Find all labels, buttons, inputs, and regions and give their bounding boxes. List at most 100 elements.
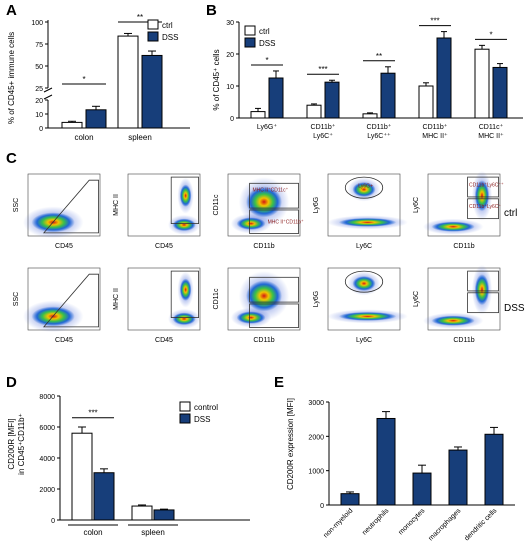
b-y-tick-label: 20	[226, 52, 234, 59]
b-bar	[492, 66, 508, 119]
b-x-tick-label: Ly6C⁺	[313, 132, 333, 140]
flow-density-hotspot	[431, 221, 475, 232]
d-legend-swatch	[179, 401, 191, 412]
flow-y-label: Ly6G	[313, 197, 320, 213]
e-y-tick-label: 1000	[308, 469, 324, 476]
b-bar	[324, 81, 340, 119]
b-y-tick-label: 10	[226, 84, 234, 91]
b-x-tick-label: Ly6C⁺⁺	[367, 132, 391, 140]
a-y-tick-label: 0	[39, 126, 43, 133]
flow-gate	[344, 176, 384, 199]
flow-density-hotspot	[474, 180, 490, 212]
panel-letter-b: B	[206, 2, 217, 19]
b-x-tick-label: CD11b⁺	[311, 123, 336, 131]
b-bar	[418, 85, 434, 119]
panel-letter-e: E	[274, 374, 285, 391]
b-significance-label: *	[489, 30, 492, 39]
b-significance-label: ***	[430, 17, 439, 26]
flow-density-hotspot	[352, 182, 376, 197]
d-x-tick-label: spleen	[141, 528, 165, 537]
flow-gate	[467, 198, 499, 220]
flow-gate	[249, 303, 299, 328]
d-ylabel-line2: in CD45⁺CD11b⁺	[17, 413, 26, 475]
e-bar	[340, 493, 360, 506]
b-bar	[474, 48, 490, 119]
gate-label-ly6c-hi: CD11b⁺Ly6C⁺⁺	[469, 182, 504, 188]
flow-density-hotspot	[246, 280, 282, 312]
e-y-tick-label: 3000	[308, 400, 324, 407]
gate-label-ly6g: Ly6G+	[358, 184, 373, 190]
a-axis-break	[43, 94, 53, 100]
a-y-tick-label: 75	[35, 42, 43, 49]
e-bar	[448, 449, 468, 506]
b-x-tick-label: CD11b⁺	[423, 123, 448, 131]
d-y-tick-label: 6000	[39, 425, 55, 432]
flow-x-label: Ly6C	[356, 337, 372, 344]
b-y-tick-label: 30	[226, 20, 234, 27]
b-bar	[362, 113, 378, 119]
flow-density-hotspot	[179, 278, 192, 301]
b-x-tick-label: MHC II⁺	[422, 132, 448, 140]
e-x-tick-label: macrophages	[427, 507, 462, 542]
a-legend-swatch	[147, 31, 159, 42]
flow-gate	[344, 270, 384, 293]
flow-density-hotspot	[338, 218, 397, 227]
e-x-tick-label: dendritic cells	[463, 507, 498, 542]
b-legend-label: DSS	[259, 39, 275, 48]
gate-label-ly6c-lo: CD11b⁺Ly6C⁺	[469, 204, 501, 210]
flow-gate	[170, 176, 199, 225]
panel-letter-a: A	[6, 2, 17, 19]
a-bar	[85, 109, 107, 129]
flow-x-label: CD45	[55, 243, 73, 250]
b-x-tick-label: Ly6G⁺	[257, 123, 277, 131]
d-bar	[93, 472, 115, 521]
b-bar	[380, 72, 396, 119]
flow-y-label: SSC	[13, 292, 20, 306]
flow-density-hotspot	[172, 218, 196, 232]
a-axis-break	[43, 87, 53, 93]
e-y-tick-label: 0	[320, 503, 324, 510]
b-bar	[268, 77, 284, 119]
d-y-tick-label: 2000	[39, 487, 55, 494]
flow-x-label: CD45	[155, 337, 173, 344]
flow-density-hotspot	[431, 315, 475, 326]
e-x-tick-label: non-myeloid	[322, 507, 354, 539]
flow-y-label: Ly6G	[313, 291, 320, 307]
d-legend-label: control	[194, 403, 218, 412]
b-bar	[306, 104, 322, 119]
a-y-tick-label: 50	[35, 64, 43, 71]
gate-label-mhc-cd11c: MHC II⁺CD11c⁺	[252, 187, 288, 193]
a-y-tick-label: 25	[35, 86, 43, 93]
d-significance-label: ***	[88, 409, 97, 418]
d-legend-swatch	[179, 413, 191, 424]
d-ylabel-line1: CD200R [MFI]	[7, 418, 16, 469]
a-legend-label: ctrl	[162, 21, 173, 30]
b-significance-label: *	[265, 56, 268, 65]
flow-y-label: Ly6C	[413, 291, 420, 307]
a-y-tick-label: 20	[35, 98, 43, 105]
flow-cytometry-panel: CD45 SSC CD45 MHC II CD11b CD11c MHC II⁺CD11c⁺…	[13, 170, 525, 344]
b-legend-label: ctrl	[259, 27, 270, 36]
flow-gate	[249, 276, 299, 303]
flow-x-label: CD11b	[453, 337, 474, 344]
b-legend-swatch	[244, 25, 256, 36]
a-ylabel: % of CD45+ immune cells	[7, 32, 16, 124]
a-bar	[141, 54, 163, 129]
d-y-tick-label: 4000	[39, 456, 55, 463]
chart-b: % of CD45⁺ cells 0102030Ly6G⁺*CD11b⁺Ly6C…	[212, 17, 523, 140]
flow-y-label: CD11c	[213, 194, 220, 215]
flow-density-hotspot	[352, 276, 376, 291]
flow-x-label: CD11b	[453, 243, 474, 250]
chart-d: CD200R [MFI] in CD45⁺CD11b⁺ 0 2000 4000 600…	[7, 394, 250, 537]
flow-density-hotspot	[179, 184, 192, 207]
flow-y-label: SSC	[13, 198, 20, 212]
flow-x-label: CD45	[55, 337, 73, 344]
b-significance-label: ***	[318, 65, 327, 74]
flow-x-label: CD45	[155, 243, 173, 250]
flow-gate	[467, 270, 499, 292]
row-label-ctrl: ctrl	[504, 208, 517, 219]
a-legend-label: DSS	[162, 33, 178, 42]
a-bar	[117, 35, 139, 129]
flow-y-label: MHC II	[113, 194, 120, 216]
flow-density-hotspot	[474, 274, 490, 306]
